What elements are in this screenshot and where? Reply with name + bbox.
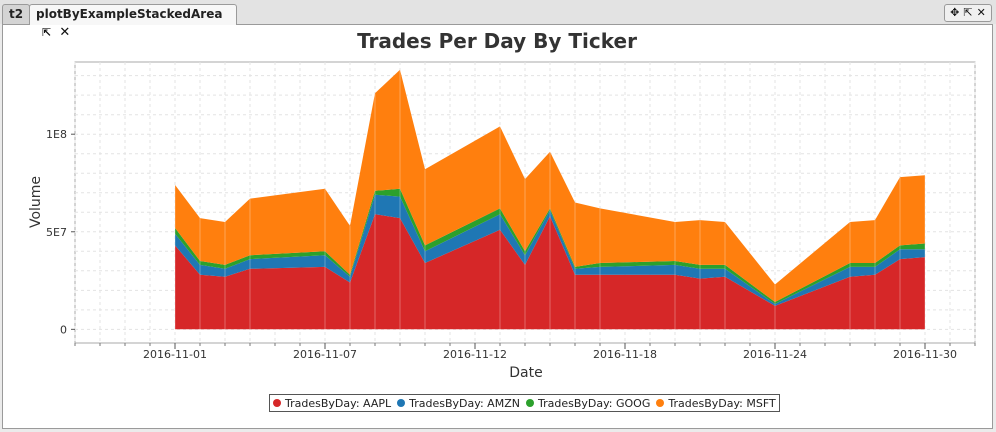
x-tick-label: 2016-11-18 <box>593 348 657 361</box>
plot-area: 0 5E7 1E8 2016-11-01 2016-11-07 2016-11-12 201… <box>46 61 976 361</box>
chart-title: Trades Per Day By Ticker <box>357 29 637 53</box>
y-tick-label: 5E7 <box>46 226 67 239</box>
popout-icon[interactable]: ⇱ <box>42 26 52 39</box>
move-icon[interactable]: ✥ <box>950 6 960 19</box>
popout-window-icon[interactable]: ⇱ <box>963 6 973 19</box>
tab-plot-label: plotByExampleStackedArea <box>36 7 223 21</box>
window-controls: ✥ ⇱ ✕ <box>944 4 992 22</box>
legend-label-msft: TradesByDay: MSFT <box>668 396 776 410</box>
legend-item-goog[interactable]: TradesByDay: GOOG <box>525 396 651 410</box>
legend-swatch-aapl <box>273 399 281 407</box>
legend-label-aapl: TradesByDay: AAPL <box>285 396 392 410</box>
legend-item-amzn[interactable]: TradesByDay: AMZN <box>397 397 520 410</box>
tab-bar: t2 plotByExampleStackedArea ⇱ ✕ ✥ ⇱ ✕ <box>0 0 996 40</box>
x-tick-label: 2016-11-07 <box>293 348 357 361</box>
close-window-icon[interactable]: ✕ <box>976 6 986 19</box>
y-tick-label: 0 <box>60 323 67 336</box>
legend-swatch-amzn <box>397 399 406 407</box>
legend-label-amzn: TradesByDay: AMZN <box>409 396 520 410</box>
close-icon[interactable]: ✕ <box>59 25 71 40</box>
y-tick-label: 1E8 <box>46 128 67 141</box>
y-axis-label: Volume <box>28 176 44 228</box>
legend-item-msft[interactable]: TradesByDay: MSFT <box>656 396 776 410</box>
tab-plot-by-example-stacked-area[interactable]: plotByExampleStackedArea ⇱ ✕ <box>29 4 237 40</box>
legend-swatch-msft <box>656 399 665 407</box>
x-tick-label: 2016-11-24 <box>743 348 807 361</box>
x-tick-label: 2016-11-12 <box>443 348 507 361</box>
legend: TradesByDay: AAPL TradesByDay: AMZN Trad… <box>269 394 780 412</box>
legend-item-aapl[interactable]: TradesByDay: AAPL <box>273 397 391 410</box>
area-series-goog <box>175 188 925 304</box>
x-axis-label: Date <box>509 365 542 381</box>
legend-label-goog: TradesByDay: GOOG <box>537 396 651 410</box>
x-tick-label: 2016-11-30 <box>893 348 957 361</box>
x-tick-label: 2016-11-01 <box>143 348 207 361</box>
legend-swatch-goog <box>525 399 534 407</box>
area-series-amzn <box>175 194 925 306</box>
tab-t2-label: t2 <box>9 7 24 21</box>
